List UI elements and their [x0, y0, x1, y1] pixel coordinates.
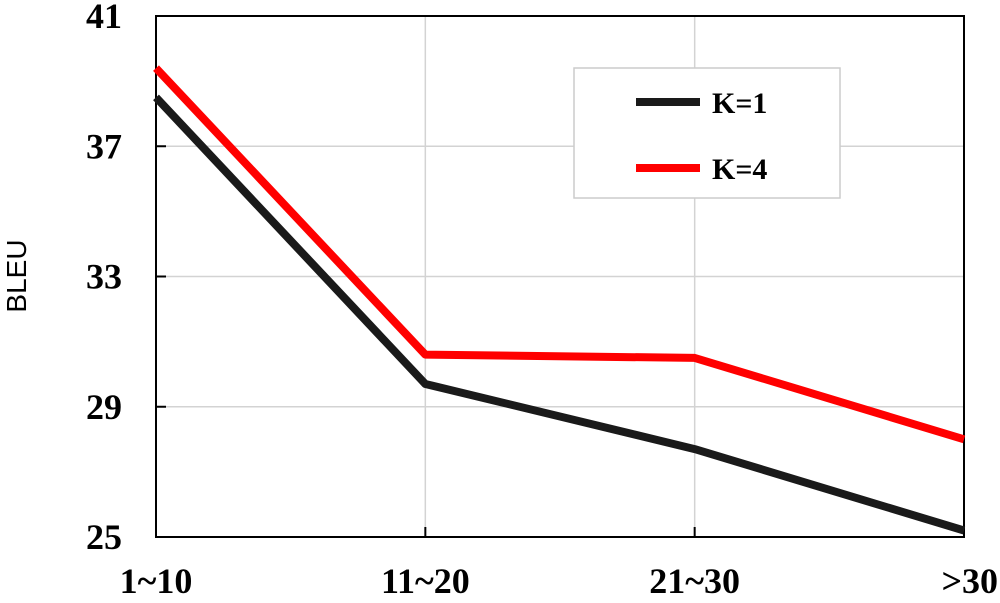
x-tick-label: 11~20 [381, 561, 470, 601]
x-tick-label: 1~10 [120, 561, 193, 601]
x-axis-ticks: 1~10 11~20 21~30 >30 [120, 527, 998, 601]
series-line-1 [153, 94, 966, 535]
y-axis-ticks: 25 29 33 37 41 [86, 0, 166, 557]
y-tick-label: 41 [86, 0, 122, 36]
x-tick-label: >30 [941, 561, 998, 601]
y-axis-label: BLEU [1, 239, 32, 312]
y-tick-label: 37 [86, 126, 122, 166]
x-tick-label: 21~30 [649, 561, 740, 601]
y-tick-label: 33 [86, 257, 122, 297]
legend: K=1 K=4 [573, 67, 841, 199]
legend-box [573, 67, 841, 199]
grid-lines [155, 15, 965, 538]
y-tick-label: 25 [86, 517, 122, 557]
y-tick-label: 29 [86, 387, 122, 427]
series-lines [153, 65, 966, 535]
legend-label: K=1 [712, 87, 767, 120]
legend-label: K=4 [712, 153, 767, 186]
series-line-2 [153, 65, 966, 444]
